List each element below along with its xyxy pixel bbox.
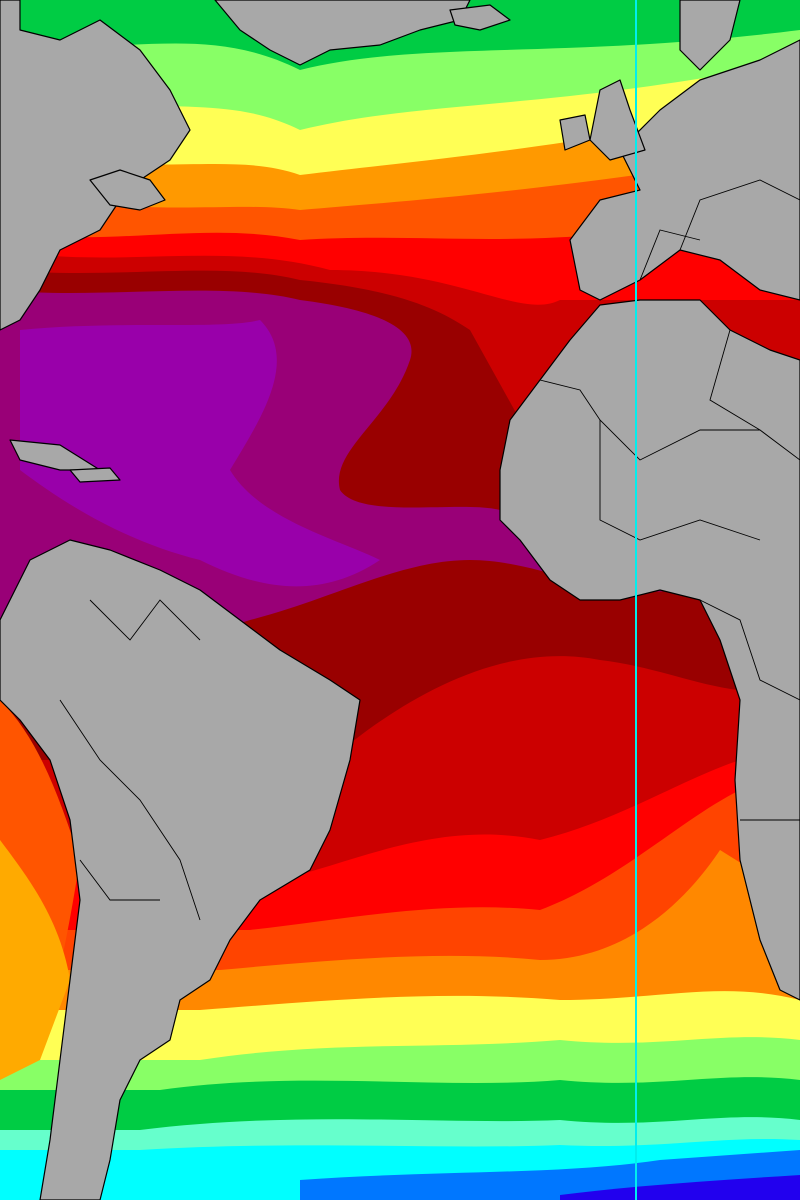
border [59, 699, 201, 921]
border [699, 599, 800, 701]
scandinavia [679, 0, 741, 71]
border [639, 229, 701, 281]
border [79, 859, 160, 901]
north-america [0, 0, 191, 331]
country-borders [59, 179, 800, 921]
border [89, 599, 201, 641]
canada-east [89, 169, 166, 211]
ireland [559, 114, 591, 151]
ocean-band [560, 1175, 800, 1200]
south-america [0, 539, 361, 1200]
ocean-band [0, 840, 70, 1080]
iceland [449, 4, 511, 31]
border [679, 179, 800, 251]
ocean-band [20, 320, 380, 587]
hispaniola [69, 467, 121, 483]
border [709, 329, 761, 431]
border [599, 420, 761, 541]
europe [569, 39, 800, 301]
africa [499, 299, 800, 1001]
